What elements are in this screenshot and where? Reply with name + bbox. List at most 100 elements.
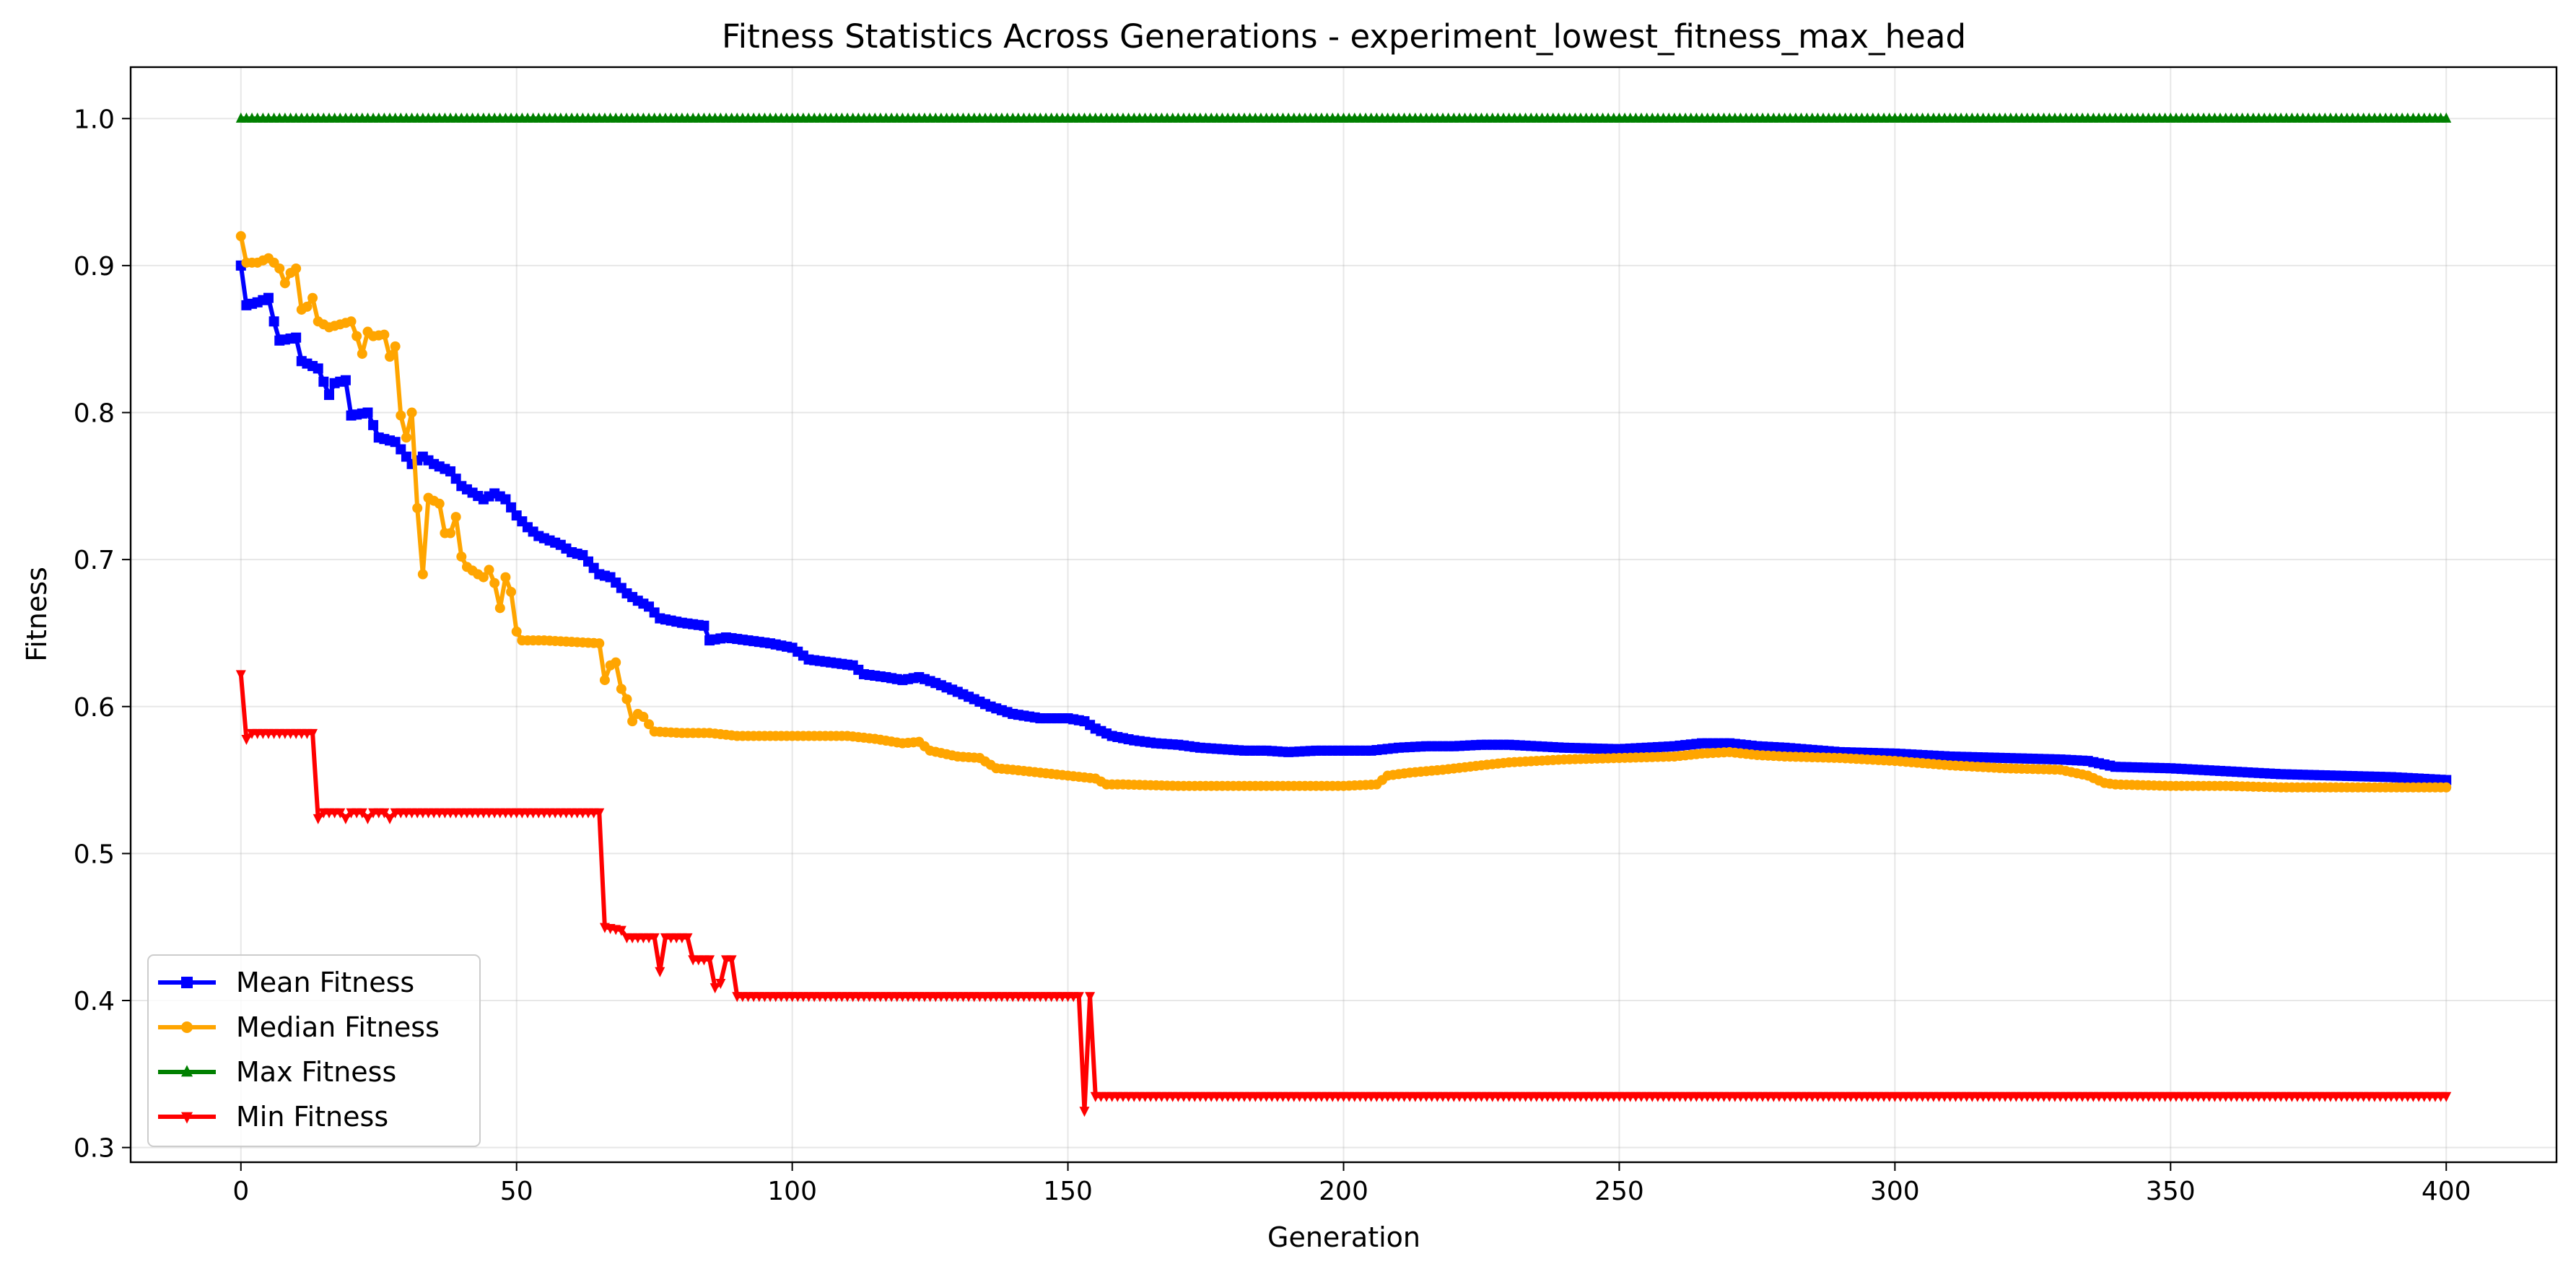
data-point bbox=[335, 808, 346, 819]
x-tick-label: 300 bbox=[1870, 1177, 1920, 1206]
legend-entry: Max Fitness bbox=[158, 1056, 396, 1088]
series-min-fitness bbox=[235, 670, 2452, 1117]
y-tick-label: 0.7 bbox=[74, 546, 115, 575]
data-point bbox=[362, 407, 373, 418]
legend-box bbox=[147, 954, 481, 1147]
series-markers bbox=[235, 670, 2452, 1117]
data-point bbox=[346, 316, 357, 327]
x-tick-label: 50 bbox=[500, 1177, 533, 1206]
data-point bbox=[638, 712, 649, 723]
data-point bbox=[489, 578, 500, 588]
data-point bbox=[616, 925, 626, 936]
y-tick-label: 1.0 bbox=[74, 105, 115, 134]
data-point bbox=[2441, 782, 2452, 793]
y-tick-label: 0.8 bbox=[74, 399, 115, 429]
data-point bbox=[1085, 992, 1096, 1003]
series-median-fitness bbox=[235, 231, 2452, 793]
y-tick-label: 0.9 bbox=[74, 252, 115, 282]
data-point bbox=[390, 341, 401, 352]
data-point bbox=[323, 390, 334, 401]
data-point bbox=[682, 933, 693, 943]
data-point bbox=[313, 363, 323, 374]
y-tick-label: 0.6 bbox=[74, 693, 115, 723]
data-point bbox=[291, 263, 302, 274]
legend-entry: Mean Fitness bbox=[158, 967, 414, 998]
data-point bbox=[385, 814, 396, 824]
grid-lines bbox=[131, 67, 2557, 1162]
x-tick-label: 0 bbox=[232, 1177, 249, 1206]
series-markers bbox=[235, 112, 2452, 123]
data-point bbox=[478, 572, 489, 583]
data-point bbox=[291, 332, 302, 343]
data-point bbox=[379, 808, 390, 819]
data-point bbox=[352, 331, 362, 341]
legend-entry: Min Fitness bbox=[158, 1101, 388, 1133]
series-mean-fitness bbox=[235, 260, 2452, 785]
data-point bbox=[279, 278, 290, 289]
data-point bbox=[417, 569, 428, 580]
data-point bbox=[699, 620, 710, 631]
y-tick-label: 0.3 bbox=[74, 1134, 115, 1164]
data-point bbox=[235, 231, 246, 242]
data-point bbox=[406, 407, 417, 418]
data-point bbox=[379, 329, 390, 340]
data-point bbox=[396, 410, 406, 421]
data-point bbox=[484, 565, 494, 575]
x-axis-label: Generation bbox=[1267, 1221, 1420, 1253]
x-tick-label: 200 bbox=[1319, 1177, 1368, 1206]
data-point bbox=[1073, 992, 1084, 1003]
data-point bbox=[1079, 1107, 1090, 1117]
data-point bbox=[313, 814, 323, 824]
data-point bbox=[307, 728, 318, 739]
plot-series bbox=[235, 112, 2452, 1117]
data-point bbox=[268, 316, 279, 327]
data-point bbox=[611, 657, 621, 668]
data-point bbox=[302, 301, 313, 312]
data-point bbox=[726, 955, 737, 966]
data-point bbox=[621, 694, 632, 705]
legend-marker bbox=[181, 1112, 193, 1124]
legend-marker bbox=[181, 977, 193, 988]
data-point bbox=[506, 586, 517, 597]
legend-label: Max Fitness bbox=[236, 1056, 396, 1088]
data-point bbox=[2441, 112, 2452, 123]
data-point bbox=[511, 626, 522, 637]
data-point bbox=[357, 349, 367, 359]
data-point bbox=[506, 502, 517, 513]
data-point bbox=[2441, 1091, 2452, 1102]
data-point bbox=[715, 978, 726, 989]
data-point bbox=[594, 638, 605, 649]
x-tick-label: 350 bbox=[2146, 1177, 2196, 1206]
legend-label: Mean Fitness bbox=[236, 967, 414, 998]
data-point bbox=[2441, 775, 2452, 785]
legend-marker bbox=[181, 1021, 193, 1033]
legend-label: Min Fitness bbox=[236, 1101, 388, 1133]
series-max-fitness bbox=[235, 112, 2452, 123]
data-point bbox=[340, 814, 351, 824]
data-point bbox=[362, 814, 373, 824]
series-markers bbox=[235, 231, 2452, 793]
data-point bbox=[241, 734, 252, 745]
data-point bbox=[500, 494, 511, 505]
chart-title: Fitness Statistics Across Generations - … bbox=[722, 17, 1966, 56]
data-point bbox=[318, 376, 329, 387]
data-point bbox=[649, 933, 660, 943]
data-point bbox=[599, 675, 610, 686]
x-tick-label: 150 bbox=[1043, 1177, 1093, 1206]
y-axis-label: Fitness bbox=[21, 567, 53, 662]
x-tick-label: 100 bbox=[767, 1177, 817, 1206]
data-point bbox=[263, 292, 274, 303]
data-point bbox=[655, 967, 665, 977]
data-point bbox=[450, 512, 461, 523]
legend: Mean Fitness Median Fitness Max Fitness Min… bbox=[147, 954, 481, 1147]
data-point bbox=[500, 572, 511, 583]
data-point bbox=[627, 716, 638, 727]
legend-entry: Median Fitness bbox=[158, 1011, 440, 1043]
x-tick-label: 400 bbox=[2422, 1177, 2471, 1206]
legend-marker bbox=[181, 1065, 193, 1077]
series-markers bbox=[235, 260, 2452, 785]
data-point bbox=[644, 719, 655, 730]
y-tick-label: 0.5 bbox=[74, 840, 115, 869]
data-point bbox=[307, 292, 318, 303]
